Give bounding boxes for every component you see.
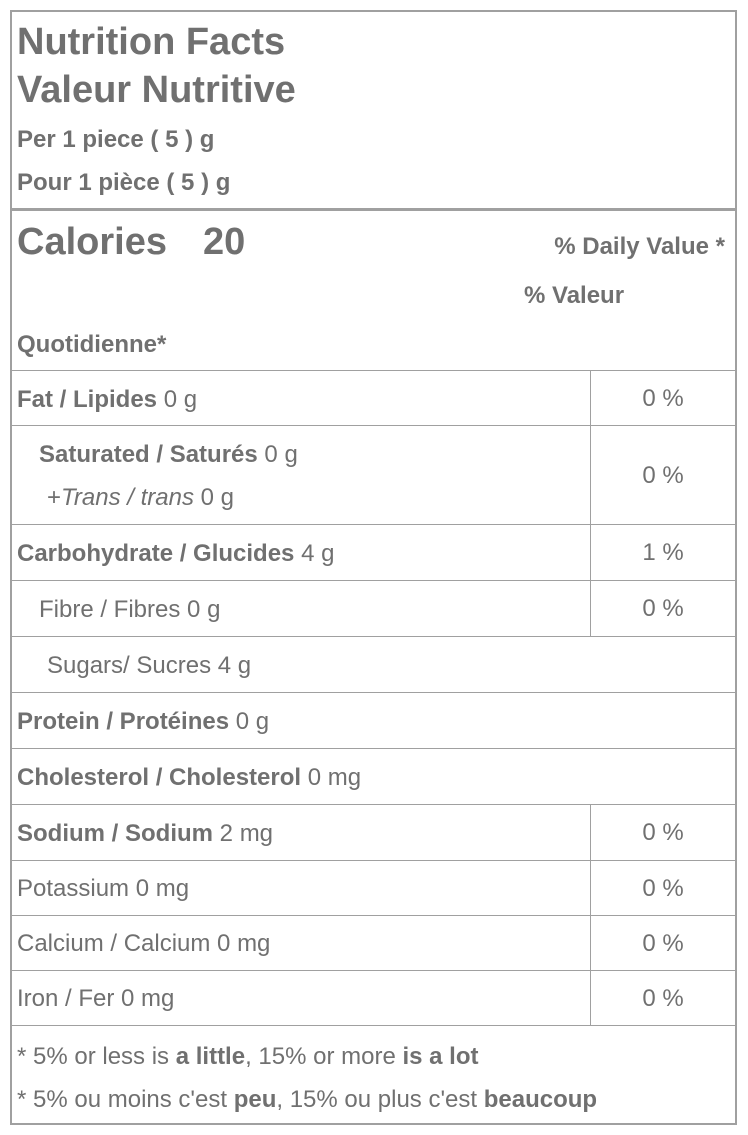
row-text: Fat / Lipides 0 g — [17, 371, 197, 427]
nutrient-name: Sugars/ Sucres — [47, 651, 212, 679]
daily-value: 1 % — [590, 525, 735, 581]
table-row: Saturated / Saturés 0 g +Trans / trans 0 … — [12, 425, 735, 525]
row-text: Sodium / Sodium 2 mg — [17, 805, 273, 861]
nutrient-name: Sodium / Sodium — [17, 819, 213, 847]
footnotes — [12, 1025, 735, 1126]
footnote: * 5% or less is a little, 15% or more is… — [17, 1042, 479, 1072]
row-line: Protein / Protéines 0 g — [17, 700, 269, 743]
table-row: Cholesterol / Cholesterol 0 mg — [12, 748, 735, 805]
row-text: Protein / Protéines 0 g — [17, 693, 269, 749]
row-text: Calcium / Calcium 0 mg — [17, 916, 270, 971]
row-text: Carbohydrate / Glucides 4 g — [17, 525, 334, 581]
row-line: Carbohydrate / Glucides 4 g — [17, 532, 334, 575]
calories-label: Calories — [17, 221, 167, 263]
nutrient-name: Potassium — [17, 875, 130, 902]
footnote-part: is a lot — [402, 1043, 479, 1070]
calories-value: 20 — [202, 221, 246, 263]
footnote-part: a little — [175, 1043, 246, 1070]
divider — [12, 208, 735, 211]
row-line: Sugars/ Sucres 4 g — [47, 644, 251, 687]
row-line: Cholesterol / Cholesterol 0 mg — [17, 756, 361, 799]
dv-heading: % Valeur — [524, 282, 625, 309]
daily-value: 0 % — [590, 581, 735, 637]
row-line: Calcium / Calcium 0 mg — [17, 922, 270, 965]
nutrition-label: Nutrition Facts Valeur Nutritive Per 1 p… — [10, 10, 737, 1125]
nutrient-amount: 0 g — [187, 595, 221, 623]
title-fr: Valeur Nutritive — [17, 69, 296, 111]
nutrient-name: Protein / Protéines — [17, 707, 230, 735]
sub-name: Trans / trans — [61, 483, 194, 511]
daily-value: 0 % — [590, 916, 735, 971]
nutrient-name: Calcium / Calcium — [17, 930, 211, 957]
table-row: Calcium / Calcium 0 mg 0 % — [12, 915, 735, 971]
dv-heading: Quotidienne* — [17, 331, 167, 358]
row-text: Saturated / Saturés 0 g +Trans / trans 0 … — [39, 426, 298, 525]
footnote-part: , 15% or more — [245, 1043, 403, 1070]
serving-fr: Pour 1 pièce ( 5 ) g — [17, 169, 231, 196]
daily-value: 0 % — [590, 426, 735, 525]
nutrient-amount: 0 mg — [217, 930, 271, 957]
table-row: Iron / Fer 0 mg 0 % — [12, 970, 735, 1026]
calories: Calories 20 — [17, 220, 245, 264]
nutrient-name: Fibre / Fibres — [39, 595, 181, 623]
nutrient-name: Iron / Fer — [17, 985, 115, 1012]
nutrient-amount: 0 g — [163, 385, 198, 413]
nutrient-amount: 0 mg — [121, 985, 175, 1012]
row-text: Fibre / Fibres 0 g — [39, 581, 220, 637]
row-line: Saturated / Saturés 0 g — [39, 433, 298, 476]
row-text: Cholesterol / Cholesterol 0 mg — [17, 749, 361, 805]
nutrient-name: Cholesterol / Cholesterol — [17, 763, 302, 791]
row-line: Potassium 0 mg — [17, 867, 189, 910]
sub-prefix: + — [47, 483, 62, 511]
table-row: Fat / Lipides 0 g 0 % — [12, 370, 735, 427]
row-text: Iron / Fer 0 mg — [17, 971, 174, 1026]
nutrient-amount: 4 g — [301, 539, 335, 567]
title: Nutrition Facts — [17, 21, 286, 63]
serving: Per 1 piece ( 5 ) g — [17, 126, 215, 153]
nutrient-name: Carbohydrate / Glucides — [17, 539, 295, 567]
sub-amount: 0 g — [200, 483, 234, 511]
daily-value: 0 % — [590, 971, 735, 1026]
daily-value: 0 % — [590, 805, 735, 861]
table-row: Carbohydrate / Glucides 4 g 1 % — [12, 524, 735, 581]
table-row: Potassium 0 mg 0 % — [12, 860, 735, 916]
nutrient-amount: 0 mg — [307, 763, 362, 791]
nutrient-amount: 0 g — [264, 440, 298, 468]
nutrient-amount: 4 g — [217, 651, 252, 679]
footnote-part: beaucoup — [483, 1086, 598, 1113]
daily-value: 0 % — [590, 371, 735, 427]
footnote: * 5% ou moins c'est peu, 15% ou plus c'e… — [17, 1085, 597, 1115]
dv-heading: % Daily Value * — [554, 233, 725, 260]
footnote-part: peu — [233, 1086, 277, 1113]
table-row: Sodium / Sodium 2 mg 0 % — [12, 804, 735, 861]
nutrient-name: Saturated / Saturés — [39, 440, 258, 468]
table-row: Fibre / Fibres 0 g 0 % — [12, 580, 735, 637]
nutrient-amount: 2 mg — [219, 819, 274, 847]
nutrient-name: Fat / Lipides — [17, 385, 158, 413]
row-line: Sodium / Sodium 2 mg — [17, 812, 273, 855]
row-text: Sugars/ Sucres 4 g — [47, 637, 251, 693]
row-line: Fat / Lipides 0 g — [17, 378, 197, 421]
footnote-part: * 5% or less is — [17, 1043, 176, 1070]
row-text: Potassium 0 mg — [17, 861, 189, 916]
row-line: +Trans / trans 0 g — [47, 476, 298, 519]
footnote-part: * 5% ou moins c'est — [17, 1086, 234, 1113]
row-line: Iron / Fer 0 mg — [17, 977, 174, 1020]
nutrient-amount: 0 g — [235, 707, 270, 735]
row-line: Fibre / Fibres 0 g — [39, 588, 220, 631]
nutrient-amount: 0 mg — [135, 875, 190, 902]
table-row: Protein / Protéines 0 g — [12, 692, 735, 749]
daily-value: 0 % — [590, 861, 735, 916]
table-row: Sugars/ Sucres 4 g — [12, 636, 735, 693]
footnote-part: , 15% ou plus c'est — [276, 1086, 484, 1113]
